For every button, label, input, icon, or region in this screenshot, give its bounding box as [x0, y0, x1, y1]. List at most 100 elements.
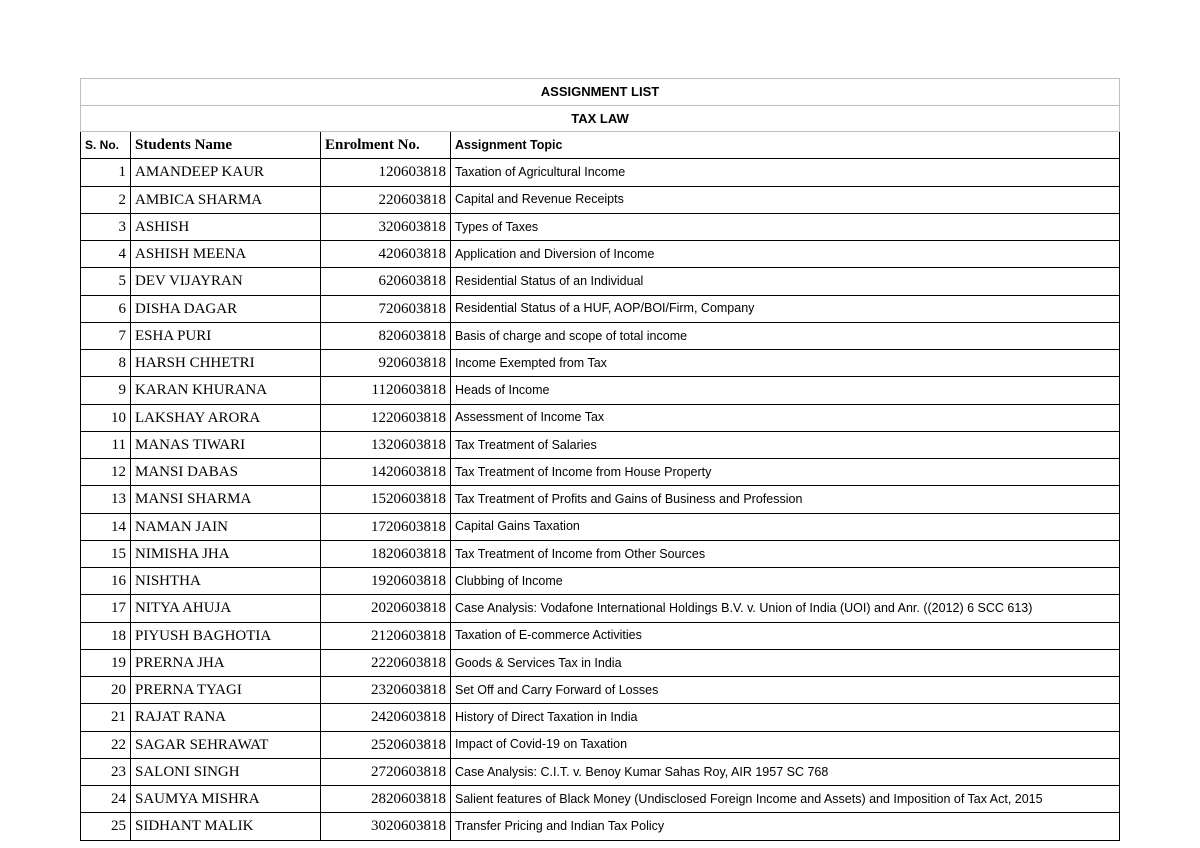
table-row: 16NISHTHA1920603818Clubbing of Income: [81, 568, 1120, 595]
header-name: Students Name: [131, 132, 321, 159]
table-row: 19PRERNA JHA2220603818Goods & Services T…: [81, 649, 1120, 676]
cell-sno: 21: [81, 704, 131, 731]
cell-sno: 23: [81, 758, 131, 785]
cell-sno: 18: [81, 622, 131, 649]
cell-name: RAJAT RANA: [131, 704, 321, 731]
cell-name: AMBICA SHARMA: [131, 186, 321, 213]
cell-sno: 17: [81, 595, 131, 622]
cell-enrol: 820603818: [321, 322, 451, 349]
cell-name: AMANDEEP KAUR: [131, 159, 321, 186]
cell-topic: Income Exempted from Tax: [451, 350, 1120, 377]
header-sno: S. No.: [81, 132, 131, 159]
cell-sno: 1: [81, 159, 131, 186]
cell-enrol: 920603818: [321, 350, 451, 377]
table-row: 6DISHA DAGAR720603818Residential Status …: [81, 295, 1120, 322]
cell-topic: Impact of Covid-19 on Taxation: [451, 731, 1120, 758]
sub-title: TAX LAW: [81, 105, 1120, 132]
cell-sno: 6: [81, 295, 131, 322]
cell-sno: 8: [81, 350, 131, 377]
cell-name: SAGAR SEHRAWAT: [131, 731, 321, 758]
cell-topic: Types of Taxes: [451, 213, 1120, 240]
cell-enrol: 2220603818: [321, 649, 451, 676]
cell-sno: 25: [81, 813, 131, 840]
cell-enrol: 2420603818: [321, 704, 451, 731]
cell-topic: Tax Treatment of Income from House Prope…: [451, 459, 1120, 486]
cell-name: NISHTHA: [131, 568, 321, 595]
cell-name: MANSI DABAS: [131, 459, 321, 486]
cell-topic: Goods & Services Tax in India: [451, 649, 1120, 676]
cell-name: PIYUSH BAGHOTIA: [131, 622, 321, 649]
cell-topic: Transfer Pricing and Indian Tax Policy: [451, 813, 1120, 840]
cell-sno: 15: [81, 540, 131, 567]
cell-name: KARAN KHURANA: [131, 377, 321, 404]
cell-name: NAMAN JAIN: [131, 513, 321, 540]
cell-topic: History of Direct Taxation in India: [451, 704, 1120, 731]
assignment-table: ASSIGNMENT LIST TAX LAW S. No. Students …: [80, 78, 1120, 841]
cell-enrol: 1320603818: [321, 431, 451, 458]
table-row: 24SAUMYA MISHRA2820603818Salient feature…: [81, 786, 1120, 813]
table-row: 9KARAN KHURANA1120603818Heads of Income: [81, 377, 1120, 404]
cell-enrol: 1420603818: [321, 459, 451, 486]
cell-enrol: 2820603818: [321, 786, 451, 813]
cell-topic: Heads of Income: [451, 377, 1120, 404]
cell-name: PRERNA JHA: [131, 649, 321, 676]
cell-name: SALONI SINGH: [131, 758, 321, 785]
table-row: 15NIMISHA JHA1820603818Tax Treatment of …: [81, 540, 1120, 567]
cell-name: ESHA PURI: [131, 322, 321, 349]
cell-enrol: 1120603818: [321, 377, 451, 404]
cell-sno: 4: [81, 241, 131, 268]
cell-enrol: 620603818: [321, 268, 451, 295]
cell-name: ASHISH: [131, 213, 321, 240]
cell-sno: 16: [81, 568, 131, 595]
cell-topic: Tax Treatment of Income from Other Sourc…: [451, 540, 1120, 567]
cell-name: HARSH CHHETRI: [131, 350, 321, 377]
table-row: 21RAJAT RANA2420603818History of Direct …: [81, 704, 1120, 731]
cell-enrol: 2520603818: [321, 731, 451, 758]
cell-enrol: 1520603818: [321, 486, 451, 513]
table-row: 3ASHISH320603818Types of Taxes: [81, 213, 1120, 240]
cell-enrol: 3020603818: [321, 813, 451, 840]
cell-sno: 9: [81, 377, 131, 404]
table-row: 18PIYUSH BAGHOTIA2120603818Taxation of E…: [81, 622, 1120, 649]
table-row: 12MANSI DABAS1420603818Tax Treatment of …: [81, 459, 1120, 486]
cell-enrol: 1220603818: [321, 404, 451, 431]
cell-name: DISHA DAGAR: [131, 295, 321, 322]
table-row: 22SAGAR SEHRAWAT2520603818Impact of Covi…: [81, 731, 1120, 758]
table-row: 20PRERNA TYAGI2320603818Set Off and Carr…: [81, 677, 1120, 704]
cell-topic: Taxation of E-commerce Activities: [451, 622, 1120, 649]
cell-topic: Taxation of Agricultural Income: [451, 159, 1120, 186]
cell-enrol: 720603818: [321, 295, 451, 322]
cell-sno: 12: [81, 459, 131, 486]
cell-enrol: 120603818: [321, 159, 451, 186]
table-row: 2AMBICA SHARMA220603818Capital and Reven…: [81, 186, 1120, 213]
header-row: S. No. Students Name Enrolment No. Assig…: [81, 132, 1120, 159]
cell-sno: 3: [81, 213, 131, 240]
cell-topic: Capital and Revenue Receipts: [451, 186, 1120, 213]
table-row: 14NAMAN JAIN1720603818Capital Gains Taxa…: [81, 513, 1120, 540]
title-row-sub: TAX LAW: [81, 105, 1120, 132]
cell-sno: 10: [81, 404, 131, 431]
table-row: 5DEV VIJAYRAN620603818Residential Status…: [81, 268, 1120, 295]
cell-topic: Residential Status of an Individual: [451, 268, 1120, 295]
cell-sno: 5: [81, 268, 131, 295]
cell-enrol: 220603818: [321, 186, 451, 213]
cell-topic: Set Off and Carry Forward of Losses: [451, 677, 1120, 704]
title-row-main: ASSIGNMENT LIST: [81, 79, 1120, 106]
cell-sno: 14: [81, 513, 131, 540]
cell-topic: Tax Treatment of Salaries: [451, 431, 1120, 458]
header-enrol: Enrolment No.: [321, 132, 451, 159]
table-row: 17NITYA AHUJA2020603818 Case Analysis: V…: [81, 595, 1120, 622]
document-page: ASSIGNMENT LIST TAX LAW S. No. Students …: [0, 0, 1200, 841]
cell-enrol: 1920603818: [321, 568, 451, 595]
cell-topic: Tax Treatment of Profits and Gains of Bu…: [451, 486, 1120, 513]
table-row: 7ESHA PURI820603818Basis of charge and s…: [81, 322, 1120, 349]
cell-name: NITYA AHUJA: [131, 595, 321, 622]
main-title: ASSIGNMENT LIST: [81, 79, 1120, 106]
cell-name: MANSI SHARMA: [131, 486, 321, 513]
cell-enrol: 2020603818: [321, 595, 451, 622]
cell-name: MANAS TIWARI: [131, 431, 321, 458]
cell-name: SAUMYA MISHRA: [131, 786, 321, 813]
table-row: 13MANSI SHARMA1520603818Tax Treatment of…: [81, 486, 1120, 513]
table-row: 25SIDHANT MALIK3020603818Transfer Pricin…: [81, 813, 1120, 840]
cell-topic: Clubbing of Income: [451, 568, 1120, 595]
